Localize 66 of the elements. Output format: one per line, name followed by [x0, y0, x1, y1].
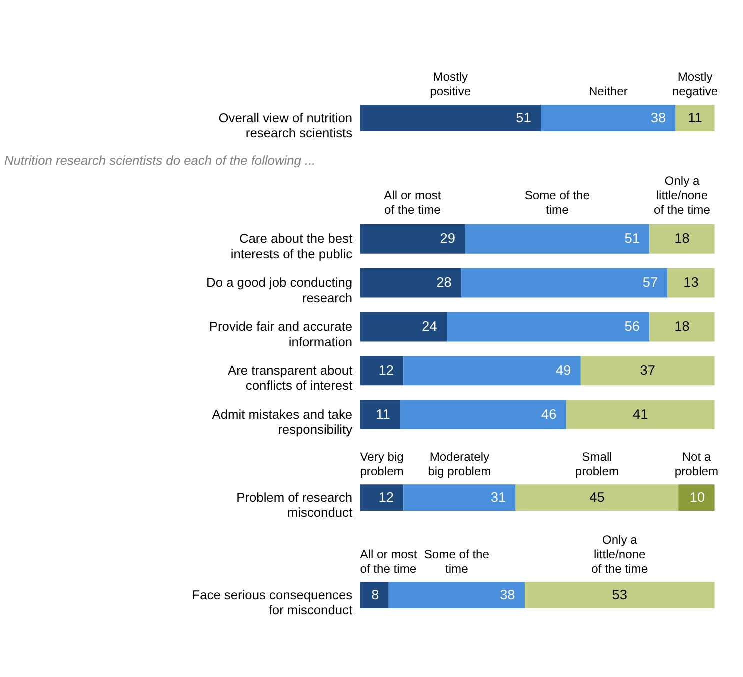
data-label: 51: [624, 231, 640, 246]
bar: [580, 356, 715, 386]
data-label: 31: [490, 490, 506, 505]
data-label: 8: [372, 587, 380, 602]
series-label: All or most of the time: [384, 188, 442, 218]
bar: [360, 224, 466, 254]
data-label: 24: [422, 319, 438, 334]
data-label: 11: [376, 406, 390, 422]
series-label: Mostly positive: [430, 70, 472, 99]
data-label: 18: [674, 231, 690, 246]
series-label: Only a little/none of the time: [654, 174, 711, 218]
series-label: Neither: [588, 84, 628, 99]
bar: [566, 400, 715, 430]
bar: [462, 268, 668, 298]
series-label: Some of the time: [424, 547, 490, 576]
series-label: All or most of the time: [360, 547, 418, 576]
y-tick-label: Provide fair and accurate information: [209, 319, 353, 350]
data-label: 29: [440, 231, 456, 246]
data-label: 38: [650, 110, 666, 126]
data-label: 53: [612, 587, 628, 602]
data-label: 18: [674, 319, 690, 334]
series-label: Only a little/none of the time: [592, 532, 648, 576]
data-label: 51: [516, 110, 532, 126]
bar: [650, 312, 715, 342]
data-label: 57: [642, 275, 658, 290]
series-label: Not a problem: [674, 450, 719, 478]
data-label: 10: [690, 490, 706, 505]
data-label: 12: [378, 362, 394, 378]
y-tick-label: Problem of research misconduct: [236, 490, 353, 520]
series-label: Mostly negative: [672, 70, 718, 99]
data-label: 45: [590, 490, 606, 505]
bar: [360, 400, 400, 430]
data-label: 38: [500, 587, 516, 602]
data-label: 56: [624, 319, 640, 334]
data-label: 28: [436, 275, 452, 290]
bar: [360, 312, 448, 342]
data-label: 41: [633, 406, 648, 422]
y-tick-label: Care about the best interests of the public: [230, 231, 354, 262]
text: Nutrition research scientists do each of the following ...: [4, 153, 316, 168]
bar: [678, 484, 715, 512]
bar: [404, 356, 581, 386]
bar: [404, 484, 516, 512]
bar: [360, 268, 462, 298]
data-label: 12: [378, 490, 394, 505]
data-label: 13: [684, 275, 700, 290]
y-tick-label: Do a good job conducting research: [206, 275, 353, 306]
y-tick-label: Overall view of nutrition research scientists: [218, 110, 353, 141]
data-label: 11: [688, 110, 702, 126]
bar: [400, 400, 566, 430]
bar: [516, 484, 679, 512]
bar: [668, 268, 715, 298]
data-label: 49: [556, 362, 572, 378]
bar: [447, 312, 650, 342]
series-label: Small problem: [575, 450, 620, 478]
data-label: 37: [640, 362, 656, 378]
bar: [465, 224, 650, 254]
bar: [360, 484, 404, 512]
bar: [360, 356, 404, 386]
series-label: Moderately big problem: [428, 450, 492, 478]
y-tick-label: Face serious consequences for misconduct: [192, 587, 353, 618]
series-label: Some of the time: [524, 188, 590, 218]
y-tick-label: Admit mistakes and take responsibility: [212, 406, 354, 438]
bar: [650, 224, 715, 254]
series-label: Very big problem: [360, 450, 404, 478]
data-label: 46: [542, 406, 558, 422]
y-tick-label: Are transparent about conflicts of interest: [228, 362, 353, 394]
